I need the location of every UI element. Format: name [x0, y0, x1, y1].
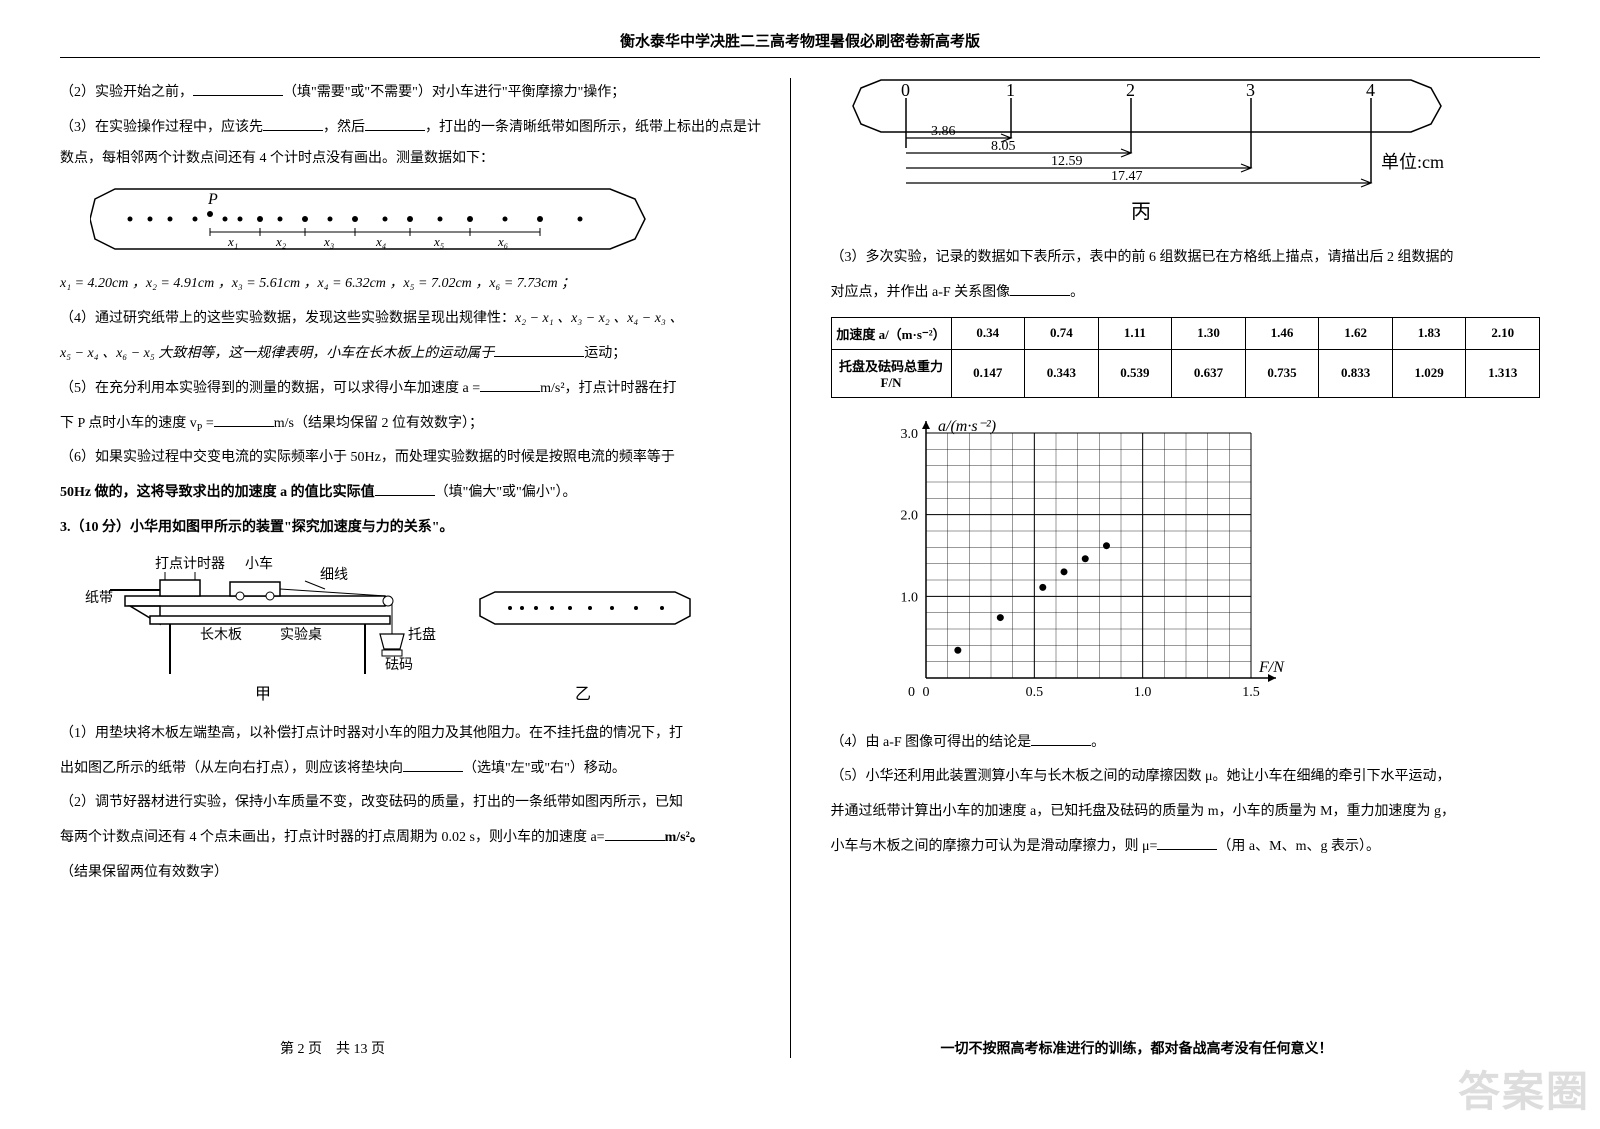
- svg-text:1: 1: [1006, 80, 1015, 100]
- svg-text:0: 0: [901, 80, 910, 100]
- r-p3a: （3）多次实验，记录的数据如下表所示，表中的前 6 组数据已在方格纸上描点，请描…: [831, 243, 1541, 274]
- left-column: （2）实验开始之前，（填"需要"或"不需要"）对小车进行"平衡摩擦力"操作； （…: [60, 78, 791, 1058]
- footer-slogan: 一切不按照高考标准进行的训练，都对备战高考没有任何意义！: [941, 1038, 1333, 1058]
- label-table: 实验桌: [280, 627, 322, 643]
- label-weights: 砝码: [385, 657, 413, 673]
- m2: 8.05: [991, 139, 1016, 154]
- r-p5b: 并通过纸带计算出小车的加速度 a，已知托盘及砝码的质量为 m，小车的质量为 M，…: [831, 797, 1541, 828]
- q3-2b: 每两个计数点间还有 4 个点未画出，打点计时器的打点周期为 0.02 s，则小车…: [60, 823, 770, 854]
- page-number: 第 2 页 共 13 页: [280, 1038, 385, 1058]
- label-tape: 纸带: [85, 590, 113, 606]
- svg-text:1.0: 1.0: [900, 590, 918, 605]
- q3-1b: 出如图乙所示的纸带（从左向右打点），则应该将垫块向（选填"左"或"右"）移动。: [60, 754, 770, 785]
- caption-jia: 甲: [255, 686, 271, 703]
- q4-text: （4）通过研究纸带上的这些实验数据，发现这些实验数据呈现出规律性：x₂ − x₁…: [60, 304, 770, 335]
- caption-yi: 乙: [575, 686, 591, 703]
- ruler-diagram: 0 1 2 3 4 3.86 8.05 12.59 17.47: [851, 78, 1541, 233]
- q4-text-2: x₅ − x₄ 、x₆ − x₅ 大致相等，这一规律表明，小车在长木板上的运动属…: [60, 339, 770, 370]
- m3: 12.59: [1051, 154, 1083, 169]
- svg-text:x₅: x₅: [433, 234, 444, 249]
- svg-text:1.0: 1.0: [1133, 685, 1151, 700]
- svg-text:0: 0: [922, 685, 929, 700]
- right-column: 0 1 2 3 4 3.86 8.05 12.59 17.47: [821, 78, 1541, 1058]
- svg-text:x₃: x₃: [323, 234, 334, 249]
- svg-text:x₁: x₁: [227, 234, 238, 249]
- ruler-unit: 单位:cm: [1381, 152, 1444, 172]
- svg-text:3: 3: [1246, 80, 1255, 100]
- m4: 17.47: [1111, 169, 1143, 184]
- svg-text:a/(m·s⁻²): a/(m·s⁻²): [938, 418, 996, 435]
- q3-1a: （1）用垫块将木板左端垫高，以补偿打点计时器对小车的阻力及其他阻力。在不挂托盘的…: [60, 719, 770, 750]
- label-string: 细线: [320, 567, 348, 583]
- svg-text:F/N: F/N: [1258, 659, 1285, 676]
- watermark: 答案圈: [1458, 1058, 1590, 1119]
- q5-text: （5）在充分利用本实验得到的测量的数据，可以求得小车加速度 a =m/s²，打点…: [60, 374, 770, 405]
- x-values: x₁ = 4.20cm ，x₂ = 4.91cm ，x₃ = 5.61cm ，x…: [60, 269, 770, 300]
- q3-2c: （结果保留两位有效数字）: [60, 858, 770, 889]
- svg-text:2.0: 2.0: [900, 508, 918, 523]
- label-board: 长木板: [200, 627, 242, 643]
- q6-text: （6）如果实验过程中交变电流的实际频率小于 50Hz，而处理实验数据的时候是按照…: [60, 443, 770, 474]
- apparatus-diagram: 打点计时器 小车 细线 纸带: [80, 554, 770, 709]
- q3-text: （3）在实验操作过程中，应该先，然后，打出的一条清晰纸带如图所示，纸带上标出的点…: [60, 113, 770, 175]
- page-title: 衡水泰华中学决胜二三高考物理暑假必刷密卷新高考版: [60, 30, 1540, 58]
- r-p4: （4）由 a-F 图像可得出的结论是。: [831, 728, 1541, 759]
- label-cart: 小车: [245, 555, 273, 572]
- table-row: 加速度 a/（m·s⁻²） 0.340.74 1.111.30 1.461.62…: [831, 317, 1540, 349]
- q5-text-2: 下 P 点时小车的速度 vP =m/s（结果均保留 2 位有效数字）；: [60, 409, 770, 440]
- caption-bing: 丙: [1131, 201, 1151, 223]
- question-3: 3.（10 分）小华用如图甲所示的装置"探究加速度与力的关系"。: [60, 513, 770, 544]
- svg-text:0: 0: [908, 685, 915, 700]
- svg-text:4: 4: [1366, 80, 1375, 100]
- q2-text: （2）实验开始之前，（填"需要"或"不需要"）对小车进行"平衡摩擦力"操作；: [60, 78, 770, 109]
- svg-text:x₄: x₄: [375, 234, 387, 249]
- table-row: 托盘及砝码总重力 F/N 0.1470.343 0.5390.637 0.735…: [831, 349, 1540, 397]
- q6-text-2: 50Hz 做的，这将导致求出的加速度 a 的值比实际值（填"偏大"或"偏小"）。: [60, 478, 770, 509]
- svg-text:0.5: 0.5: [1025, 685, 1043, 700]
- m1: 3.86: [931, 124, 956, 139]
- svg-text:2: 2: [1126, 80, 1135, 100]
- svg-text:x₆: x₆: [497, 234, 508, 249]
- r-p5a: （5）小华还利用此装置测算小车与长木板之间的动摩擦因数 μ。她让小车在细绳的牵引…: [831, 762, 1541, 793]
- r-p5c: 小车与木板之间的摩擦力可认为是滑动摩擦力，则 μ=（用 a、M、m、g 表示）。: [831, 832, 1541, 863]
- r-p3b: 对应点，并作出 a-F 关系图像。: [831, 278, 1541, 309]
- q3-2a: （2）调节好器材进行实验，保持小车质量不变，改变砝码的质量，打出的一条纸带如图丙…: [60, 788, 770, 819]
- svg-text:x₂: x₂: [275, 234, 287, 249]
- data-table: 加速度 a/（m·s⁻²） 0.340.74 1.111.30 1.461.62…: [831, 317, 1541, 398]
- svg-text:1.5: 1.5: [1242, 685, 1260, 700]
- tape-diagram: P x₁ x₂ x₃ x₄ x₅ x₆: [90, 184, 770, 259]
- svg-text:3.0: 3.0: [900, 427, 918, 442]
- label-pan: 托盘: [408, 626, 436, 643]
- af-chart: 0 0.5 1.0 1.5 1.0 2.0 3.0 0 a/(m·s⁻²) F/N: [871, 413, 1541, 718]
- tape-label-P: P: [207, 191, 218, 208]
- label-timer: 打点计时器: [155, 555, 225, 572]
